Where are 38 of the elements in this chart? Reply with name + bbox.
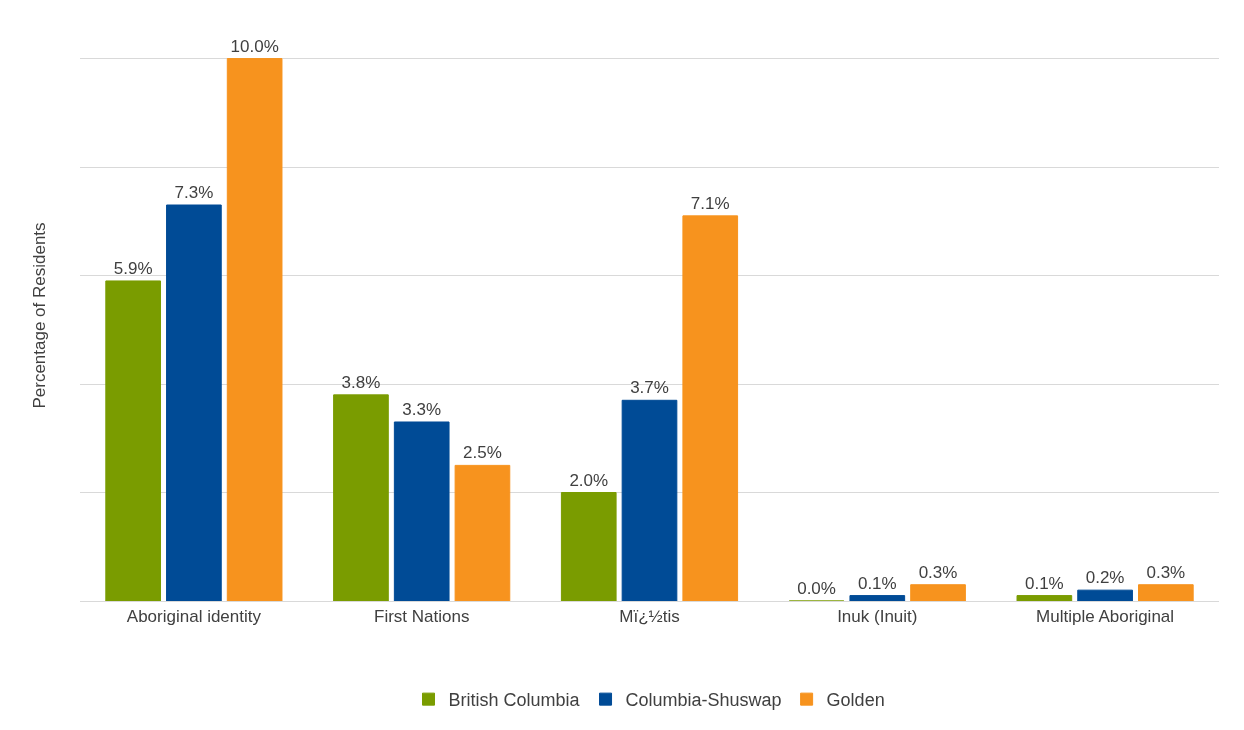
data-label: 2.0% bbox=[569, 470, 609, 490]
bar bbox=[849, 595, 906, 601]
data-label: 0.3% bbox=[1146, 562, 1186, 582]
bar bbox=[105, 280, 161, 601]
y-axis-title: Percentage of Residents bbox=[29, 222, 49, 409]
legend-label: Golden bbox=[826, 690, 885, 711]
data-label: 3.3% bbox=[402, 399, 442, 419]
x-tick-label: Multiple Aboriginal bbox=[1036, 607, 1175, 627]
bar bbox=[621, 399, 678, 601]
bar bbox=[910, 584, 966, 601]
data-label: 10.0% bbox=[230, 36, 279, 56]
legend-label: British Columbia bbox=[448, 690, 581, 711]
data-label: 7.3% bbox=[174, 183, 214, 203]
data-label: 0.2% bbox=[1085, 568, 1125, 588]
data-label: 3.7% bbox=[630, 378, 669, 398]
bar bbox=[454, 464, 511, 601]
data-label: 0.0% bbox=[797, 579, 836, 598]
x-tick-label: First Nations bbox=[373, 607, 470, 627]
bar bbox=[1016, 595, 1073, 601]
data-label: 0.3% bbox=[918, 562, 958, 582]
x-tick-label: Mï¿½tis bbox=[619, 607, 680, 627]
data-label: 5.9% bbox=[113, 258, 153, 278]
data-label: 3.8% bbox=[341, 372, 381, 392]
x-tick-label: Aboriginal identity bbox=[126, 607, 262, 627]
data-label: 2.5% bbox=[463, 443, 502, 463]
bar bbox=[226, 58, 283, 601]
data-label: 0.1% bbox=[1024, 573, 1064, 593]
data-label: 0.1% bbox=[857, 573, 897, 593]
legend-label: Columbia-Shuswap bbox=[625, 690, 782, 711]
bar bbox=[393, 421, 450, 601]
bar bbox=[1077, 589, 1133, 601]
data-label: 7.1% bbox=[690, 193, 730, 213]
x-tick-label: Inuk (Inuit) bbox=[837, 607, 918, 627]
bar bbox=[1138, 584, 1194, 601]
bar bbox=[333, 394, 389, 601]
bar bbox=[560, 492, 617, 601]
bar bbox=[682, 215, 739, 601]
bar bbox=[166, 204, 222, 601]
